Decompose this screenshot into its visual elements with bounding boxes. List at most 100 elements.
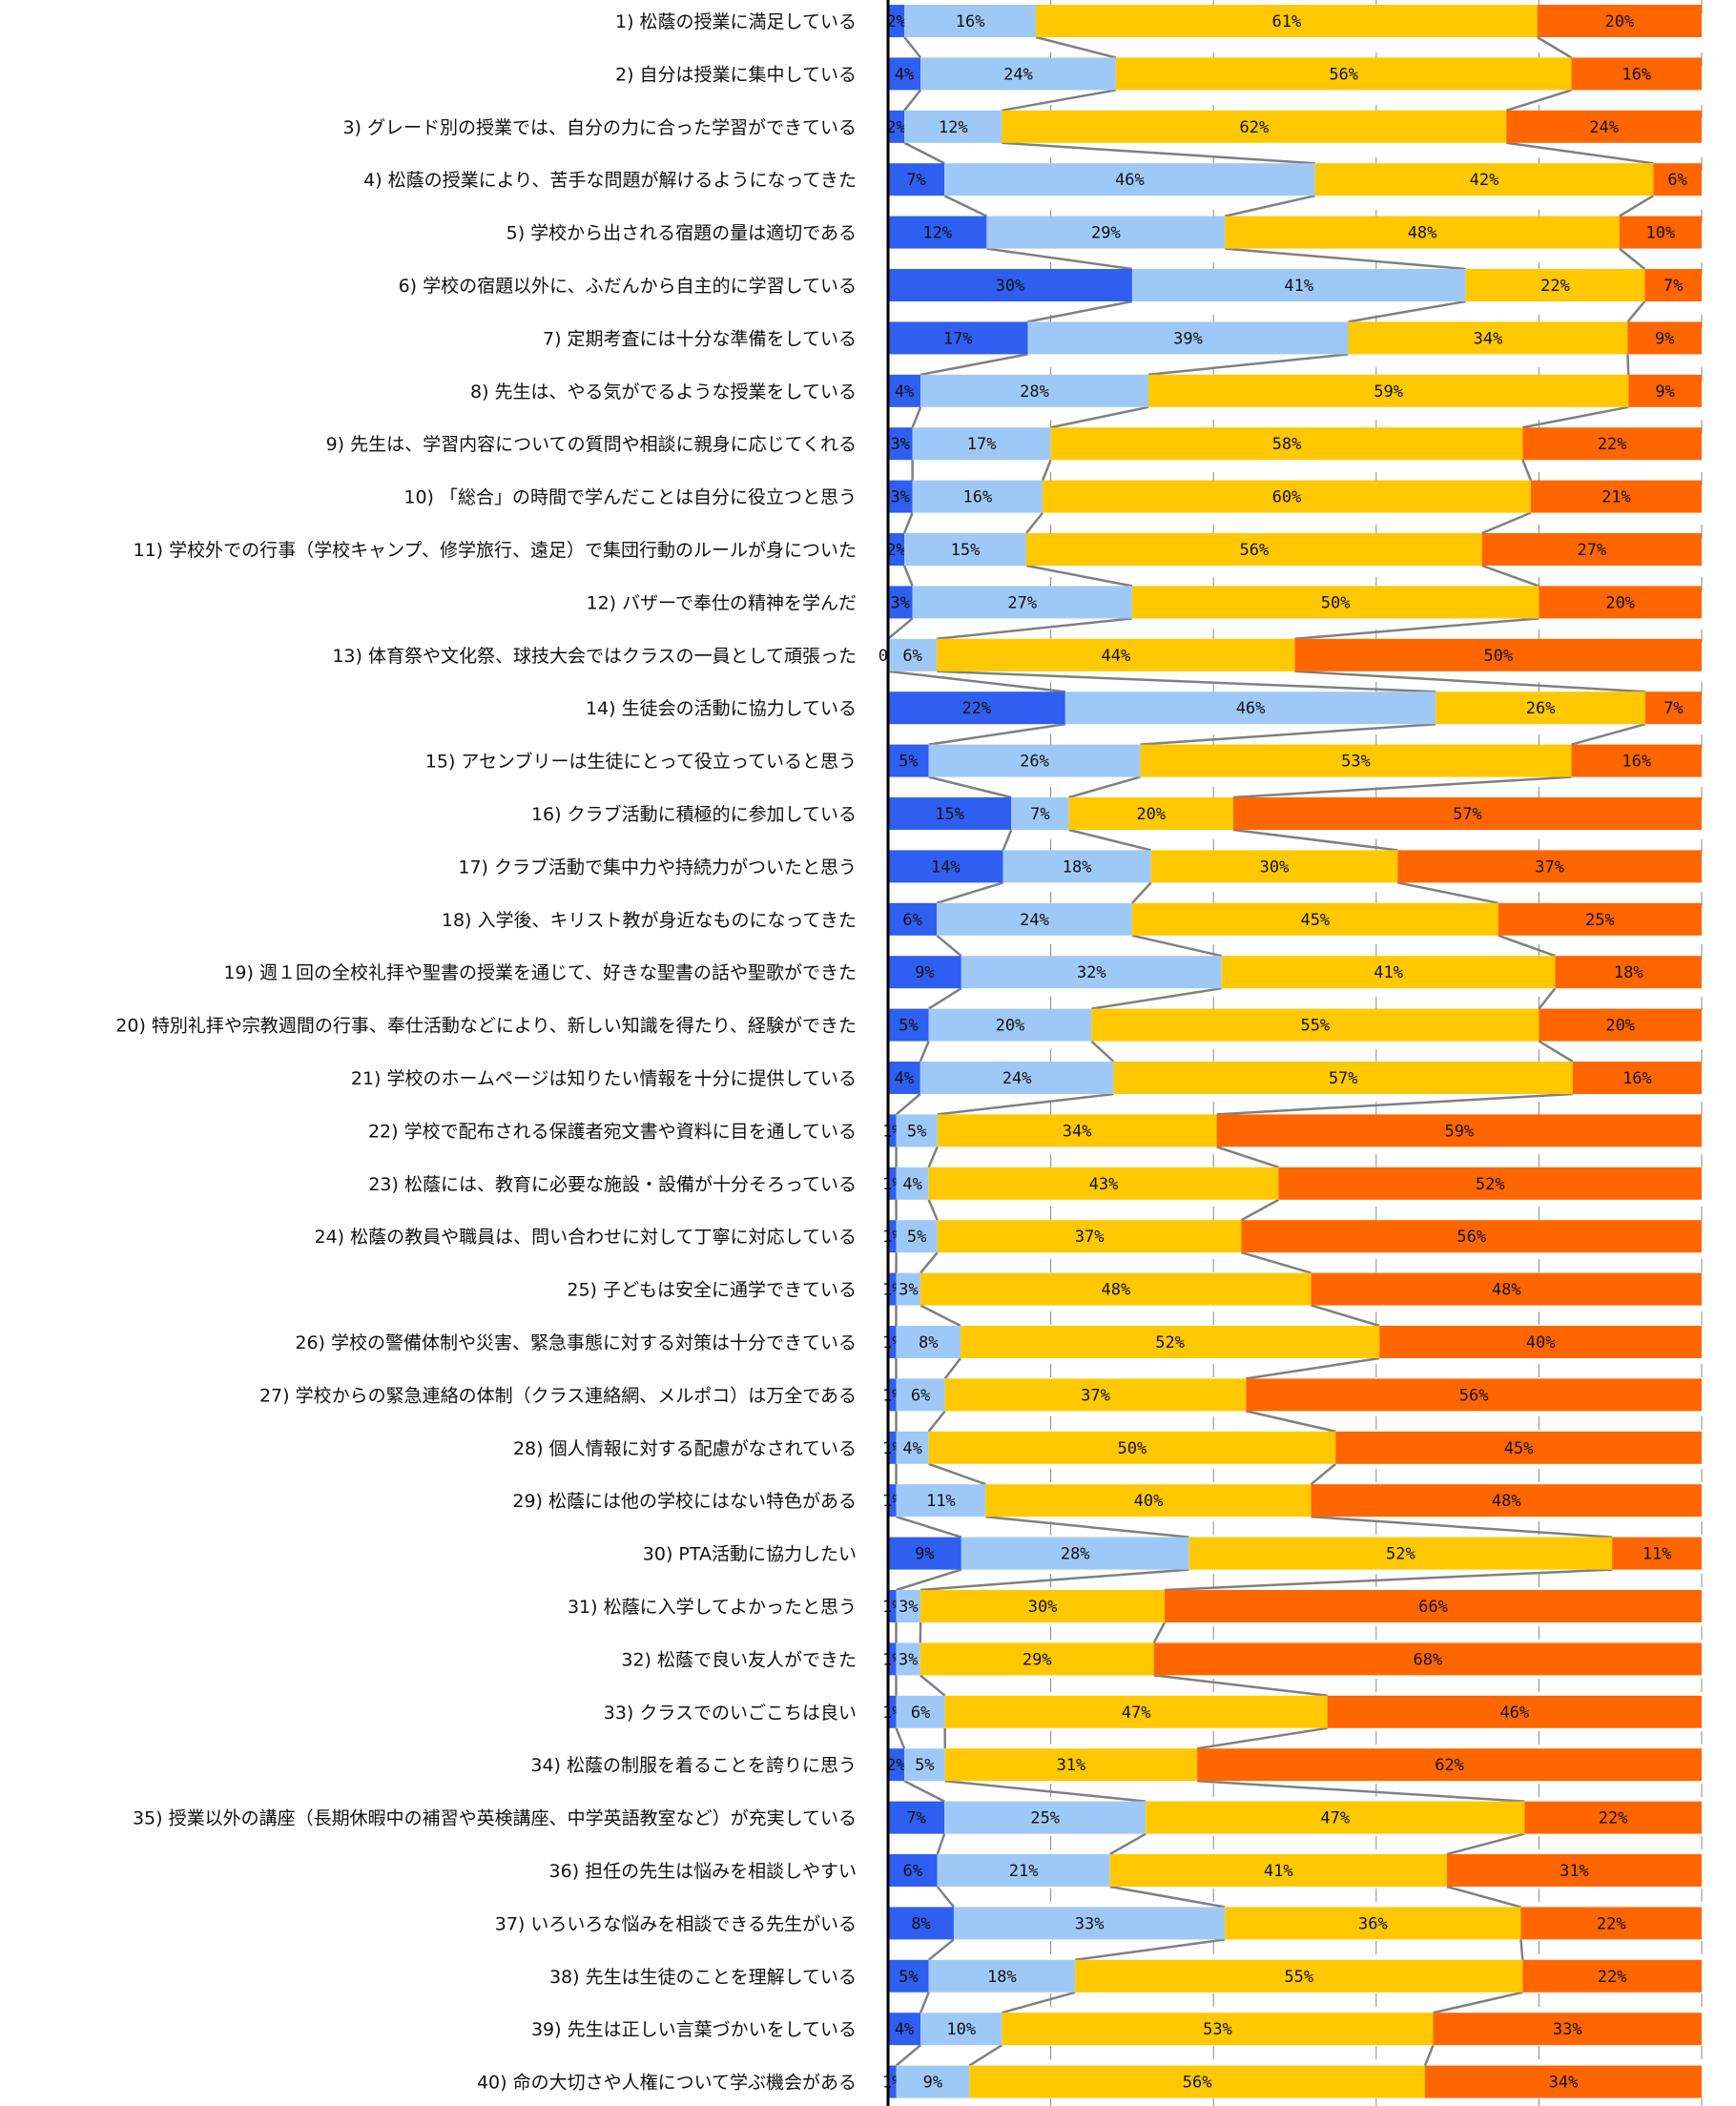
data-label: 24% bbox=[1003, 65, 1033, 84]
connector-line bbox=[1197, 1781, 1524, 1801]
category-label: 26) 学校の警備体制や災害、緊急事態に対する対策は十分できている bbox=[295, 1332, 857, 1353]
data-label: 55% bbox=[1300, 1017, 1330, 1036]
connector-line bbox=[1312, 1517, 1613, 1537]
data-label: 29% bbox=[1023, 1650, 1052, 1669]
connector-line bbox=[1026, 513, 1043, 533]
category-label: 19) 週１回の全校礼拝や聖書の授業を通じて、好きな聖書の話や聖歌ができた bbox=[223, 962, 857, 983]
connector-line bbox=[1620, 249, 1644, 269]
data-label: 40% bbox=[1134, 1492, 1164, 1511]
category-label: 33) クラスでのいごこちは良い bbox=[604, 1703, 857, 1724]
category-label: 21) 学校のホームページは知りたい情報を十分に提供している bbox=[351, 1068, 857, 1089]
data-label: 4% bbox=[902, 1439, 921, 1458]
connector-line bbox=[1447, 1834, 1524, 1854]
category-label: 29) 松蔭には他の学校にはない特色がある bbox=[512, 1491, 857, 1512]
category-label: 23) 松蔭には、教育に必要な施設・設備が十分そろっている bbox=[368, 1174, 857, 1195]
category-label: 34) 松蔭の制服を着ることを誇りに思う bbox=[530, 1755, 857, 1776]
data-label: 4% bbox=[895, 1069, 914, 1088]
data-label: 3% bbox=[891, 435, 910, 454]
data-label: 26% bbox=[1020, 753, 1049, 772]
connector-line bbox=[929, 988, 961, 1008]
data-label: 5% bbox=[899, 753, 918, 772]
data-label: 12% bbox=[922, 224, 952, 243]
data-label: 24% bbox=[1002, 1069, 1032, 1088]
connector-line bbox=[1027, 301, 1131, 321]
data-label: 18% bbox=[1063, 857, 1092, 877]
data-label: 31% bbox=[1057, 1756, 1086, 1775]
data-label: 59% bbox=[1444, 1122, 1474, 1141]
bar-row: 3% 17% 58% 22% 9) 先生は、学習内容についての質問や相談に親身に応じてく… bbox=[326, 427, 1702, 460]
data-label: 55% bbox=[1284, 1968, 1313, 1987]
connector-line bbox=[1036, 37, 1116, 57]
data-label: 22% bbox=[962, 699, 992, 718]
data-label: 56% bbox=[1329, 65, 1358, 84]
bar-row: 2% 15% 56% 27%11) 学校外での行事（学校キャンプ、修学旅行、遠足）で集… bbox=[134, 533, 1703, 566]
data-label: 5% bbox=[915, 1756, 934, 1775]
data-label: 59% bbox=[1374, 382, 1403, 402]
data-label: 9% bbox=[1655, 382, 1674, 402]
bar-row: 8% 33% 36% 22% 37) いろいろな悩みを相談できる先生がいる bbox=[495, 1907, 1702, 1939]
data-label: 12% bbox=[939, 118, 968, 137]
bar-row: 1% 4% 43% 52%23) 松蔭には、教育に必要な施設・設備が十分そろっている bbox=[368, 1167, 1702, 1200]
category-label: 9) 先生は、学習内容についての質問や相談に親身に応じてくれる bbox=[326, 434, 857, 455]
data-label: 31% bbox=[1560, 1862, 1589, 1881]
connector-line bbox=[920, 1252, 938, 1272]
connector-line bbox=[1295, 618, 1540, 638]
data-label: 16% bbox=[1622, 753, 1651, 772]
data-label: 3% bbox=[899, 1281, 918, 1300]
data-label: 14% bbox=[931, 857, 961, 877]
connector-line bbox=[920, 1306, 961, 1326]
data-label: 44% bbox=[1101, 647, 1130, 666]
data-label: 24% bbox=[1020, 911, 1049, 930]
connector-line bbox=[897, 1094, 920, 1114]
connector-line bbox=[929, 1411, 945, 1431]
data-label: 48% bbox=[1492, 1281, 1521, 1300]
bar-row: 7% 25% 47% 22%35) 授業以外の講座（長期休暇中の補習や英検講座、中学英… bbox=[133, 1802, 1702, 1834]
bar-row: 30% 41% 22% 7% 6) 学校の宿題以外に、ふだんから自主的に学習している bbox=[399, 269, 1702, 301]
bar-row: 4% 24% 57% 16%21) 学校のホームページは知りたい情報を十分に提供してい… bbox=[351, 1062, 1702, 1094]
data-label: 57% bbox=[1329, 1069, 1358, 1088]
category-label: 20) 特別礼拝や宗教週間の行事、奉仕活動などにより、新しい知識を得たり、経験が… bbox=[115, 1016, 857, 1037]
data-label: 17% bbox=[943, 329, 973, 348]
connector-line bbox=[904, 1781, 944, 1801]
connector-line bbox=[913, 407, 921, 427]
connector-line bbox=[1520, 1939, 1522, 1959]
connector-line bbox=[1506, 143, 1653, 163]
connector-line bbox=[938, 1834, 944, 1854]
connector-line bbox=[945, 1358, 961, 1378]
connector-line bbox=[904, 143, 944, 163]
connector-line bbox=[1522, 407, 1628, 427]
data-label: 37% bbox=[1075, 1228, 1105, 1247]
data-label: 20% bbox=[1605, 593, 1635, 612]
data-label: 53% bbox=[1203, 2020, 1232, 2039]
connector-line bbox=[1627, 354, 1628, 374]
bar-row: 4% 10% 53% 33%39) 先生は正しい言葉づかいをしている bbox=[531, 2013, 1702, 2045]
data-label: 34% bbox=[1549, 2074, 1579, 2093]
category-label: 2) 自分は授業に集中している bbox=[615, 64, 857, 85]
bar-row: 9% 28% 52% 11% 30) PTA活動に協力したい bbox=[643, 1538, 1702, 1570]
connector-line bbox=[897, 1728, 905, 1748]
bar-row: 5% 20% 55% 20%20) 特別礼拝や宗教週間の行事、奉仕活動などにより、新し… bbox=[115, 1009, 1702, 1042]
connector-line bbox=[937, 936, 961, 956]
connector-line bbox=[929, 724, 1065, 744]
data-label: 22% bbox=[1597, 1914, 1626, 1933]
connector-line bbox=[1434, 1992, 1523, 2013]
bar-row: 9% 32% 41% 18%19) 週１回の全校礼拝や聖書の授業を通じて、好きな聖書の… bbox=[223, 956, 1702, 988]
category-label: 11) 学校外での行事（学校キャンプ、修学旅行、遠足）で集団行動のルールが身につ… bbox=[134, 540, 858, 561]
connector-line bbox=[1627, 301, 1644, 321]
bar-row: 5% 26% 53% 16%15) アセンブリーは生徒にとって役立っていると思う bbox=[425, 745, 1702, 777]
category-label: 22) 学校で配布される保護者宛文書や資料に目を通している bbox=[368, 1121, 857, 1142]
connector-line bbox=[929, 1464, 986, 1484]
connector-line bbox=[1091, 1042, 1113, 1062]
data-label: 6% bbox=[911, 1703, 930, 1723]
category-label: 8) 先生は、やる気がでるような授業をしている bbox=[470, 382, 857, 403]
data-label: 56% bbox=[1239, 541, 1269, 560]
data-label: 61% bbox=[1272, 12, 1302, 31]
connector-line bbox=[920, 1042, 929, 1062]
data-label: 5% bbox=[899, 1968, 918, 1987]
connector-line bbox=[1091, 988, 1221, 1008]
connector-line bbox=[1002, 1992, 1075, 2013]
category-label: 40) 命の大切さや人権について学ぶ機会がある bbox=[477, 2073, 857, 2094]
category-label: 14) 生徒会の活動に協力している bbox=[586, 698, 857, 719]
bar-row: 1%3% 48% 48%25) 子どもは安全に通学できている bbox=[567, 1273, 1702, 1306]
